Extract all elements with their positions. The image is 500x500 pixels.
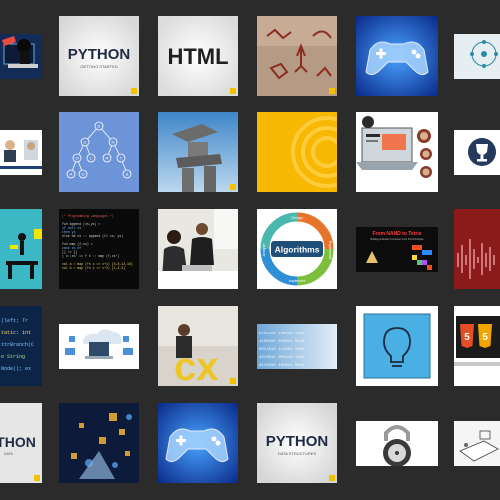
tree-node: L	[90, 156, 93, 161]
svg-text:cx: cx	[174, 345, 219, 386]
code-line: then ys	[62, 230, 75, 234]
python-subtitle: DATA	[4, 452, 13, 456]
tree-node: D	[98, 124, 101, 129]
code-line: else hd xs :: append (tl xs, ys)	[62, 234, 123, 238]
course-tile-code-screen[interactable]: (left; Tr tatic: int ttrBranch(C e Strin…	[0, 306, 42, 386]
nand-title: From NAND to Tetris	[372, 231, 421, 237]
code-line: fun map (f,xs) =	[62, 242, 93, 246]
code-line: (left; Tr	[1, 318, 28, 324]
nand-subtitle: Building a Modern Computer From First Pr…	[370, 238, 424, 241]
code-line: [] => []	[62, 250, 77, 254]
course-tile-python-getting-started[interactable]: PYTHON GETTING STARTED	[59, 16, 139, 96]
tree-node: O	[75, 156, 78, 161]
code-line: val b = map (fn x => x*2) [1,2,3]	[62, 266, 125, 270]
course-tile-python-data-left[interactable]: THON DATA	[0, 403, 42, 483]
code-line: case xs of	[62, 246, 81, 250]
course-tile-binary-data[interactable]: 0101101 100110 1011 1100101 010011 0110 …	[257, 324, 337, 369]
svg-text:0101101 100110 1011: 0101101 100110 1011	[259, 332, 305, 336]
python-title: PYTHON	[266, 433, 329, 450]
course-tile-gamepad-2[interactable]	[158, 403, 238, 483]
html-title: HTML	[167, 44, 228, 69]
code-line: if null xs	[62, 226, 81, 230]
cycle-center-label: Algorithms	[275, 245, 320, 255]
cycle-label: Experiment	[328, 241, 332, 259]
tree-node: A	[70, 172, 73, 177]
course-tile-business-cx[interactable]: cx	[158, 306, 238, 386]
course-tile-red-soundwave[interactable]	[454, 209, 500, 289]
python-title: THON	[0, 434, 36, 450]
course-tile-desk-sketch[interactable]	[454, 421, 500, 466]
code-line: e String	[1, 354, 25, 360]
python-subtitle: GETTING STARTED	[80, 64, 117, 69]
svg-text:0110100 101011 0011: 0110100 101011 0011	[259, 364, 305, 368]
svg-text:0011010 111001 0101: 0011010 111001 0101	[259, 348, 305, 352]
tree-node: H	[112, 140, 115, 145]
tree-node: T	[120, 156, 123, 161]
code-line: fun append (xs,ys) =	[62, 222, 100, 226]
course-tile-laptop-coffee[interactable]	[356, 112, 438, 192]
code-line: | x::xs' => f x :: map (f,xs')	[62, 254, 119, 258]
course-tile-html5-css3-js[interactable]: 5 5	[454, 306, 500, 386]
course-tile-padlock[interactable]	[356, 421, 438, 466]
tree-node: R	[106, 156, 109, 161]
course-tile-cave-art[interactable]	[257, 16, 337, 96]
code-line: Node(); ex	[1, 366, 31, 372]
tree-node: G	[81, 172, 84, 177]
course-tile-inukshuk[interactable]	[158, 112, 238, 192]
course-tile-cloud-devices[interactable]	[59, 324, 139, 369]
svg-text:5: 5	[464, 332, 470, 343]
course-tile-binary-tree[interactable]: D U H O L R T A G S	[59, 112, 139, 192]
course-tile-programming-languages-code[interactable]: (* Programming Languages *) fun append (…	[59, 209, 139, 289]
course-tile-people-network[interactable]	[454, 34, 500, 79]
course-tile-yellow-abstract[interactable]	[257, 112, 337, 192]
python-title: PYTHON	[68, 46, 131, 63]
course-tile-nand-to-tetris[interactable]: From NAND to Tetris Building a Modern Co…	[356, 227, 438, 272]
python-subtitle: DATA STRUCTURES	[278, 451, 317, 456]
svg-text:1100101 010011 0110: 1100101 010011 0110	[259, 340, 305, 344]
course-tile-stick-figure[interactable]	[0, 209, 42, 289]
cycle-label: Implement	[289, 279, 306, 283]
course-tile-trophy[interactable]	[454, 130, 500, 175]
course-tile-html[interactable]: HTML	[158, 16, 238, 96]
tree-node: U	[84, 140, 87, 145]
course-tile-algorithms-cycle[interactable]: Algorithms Design Experiment Implement A…	[257, 209, 337, 289]
code-line: (* Programming Languages *)	[62, 214, 114, 218]
cycle-label: Design	[291, 216, 302, 220]
course-tile-hacker-laptop[interactable]	[0, 34, 42, 79]
course-tile-python-data-structures[interactable]: PYTHON DATA STRUCTURES	[257, 403, 337, 483]
course-tile-gamepad[interactable]	[356, 16, 438, 96]
code-line: ttrBranch(C	[1, 342, 34, 348]
course-tile-students-laptop[interactable]	[158, 209, 238, 289]
cycle-label: Analyze	[262, 244, 266, 257]
course-tile-lightbulb[interactable]	[356, 306, 438, 386]
code-line: val a = map (fn x => x+1) [4,8,12,16]	[62, 262, 133, 266]
tree-node: S	[126, 172, 129, 177]
course-tile-instructors[interactable]	[0, 130, 42, 175]
svg-text:1010011 001110 1100: 1010011 001110 1100	[259, 356, 305, 360]
course-tile-bokeh-lights[interactable]	[59, 403, 139, 483]
code-line: tatic: int	[1, 330, 31, 336]
svg-text:5: 5	[482, 332, 488, 343]
